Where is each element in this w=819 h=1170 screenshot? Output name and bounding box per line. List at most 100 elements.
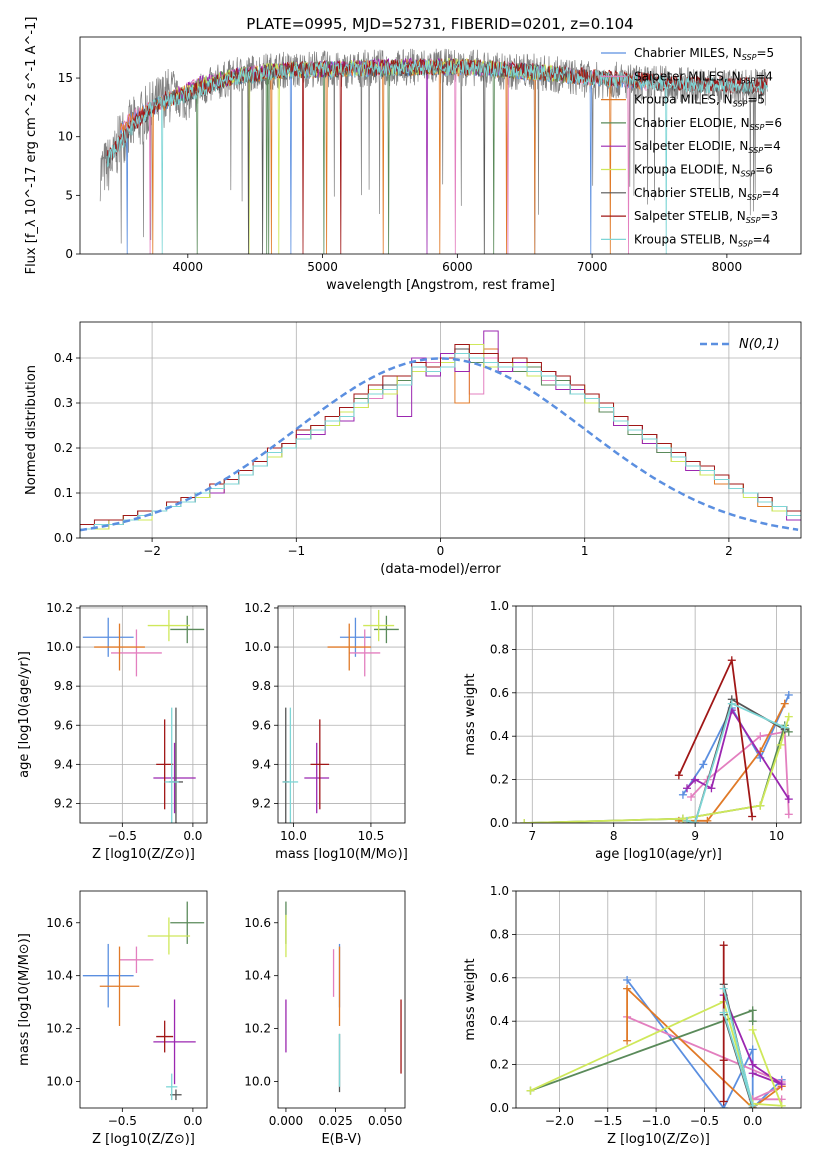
weight-marker [623,1036,632,1045]
y-tick-label: 9.4 [252,757,271,771]
legend-label: Chabrier STELIB, NSSP=4 [634,186,779,202]
y-tick-label: 0.2 [54,441,73,455]
errorbar-point [349,629,381,677]
x-tick-label: 1 [581,544,589,558]
weight-marker [727,656,736,665]
y-tick-label: 5 [65,188,73,202]
y-tick-label: 0 [65,247,73,261]
errorbar-point [156,719,174,810]
errorbar-point [170,615,205,644]
y-tick-label: 9.8 [54,679,73,693]
axes-frame [79,36,802,255]
weight-marker [784,712,793,721]
axes-frame [277,890,406,1109]
errorbar-point [304,742,330,814]
weight-marker [784,810,793,819]
weight-marker [777,1080,786,1089]
errorbar-point [94,623,145,671]
observed-spectrum [99,48,768,244]
weight-marker [784,727,793,736]
weight-line [722,994,783,1085]
y-tick-label: 10.0 [244,640,271,654]
x-axis-label: Z [log10(Z/Z⊙)] [607,1132,710,1147]
x-axis-label: age [log10(age/yr)] [595,847,722,862]
x-tick-label: 2 [725,544,733,558]
y-tick-label: 10.2 [244,1022,271,1036]
weight-marker [678,814,687,823]
plot-area [82,901,205,1101]
weight-marker [784,795,793,804]
plot-area [282,609,399,823]
weight-marker [520,819,529,823]
y-tick-label: 1.0 [490,599,509,613]
y-axis-label: mass weight [463,958,478,1040]
x-tick-label: −1.0 [642,1114,671,1128]
chart-age-vs-z: −0.5 0.0 9.2 9.4 9.6 9.8 10.0 10.2 Z [log10(Z/Z⊙… [17,601,208,862]
weight-marker [748,1006,757,1015]
errorbar-point [147,609,191,642]
y-tick-label: 9.2 [252,796,271,810]
plot-area [82,609,205,823]
errorbar-point [363,609,395,642]
errorbar-point [327,623,371,671]
chart-spectrum: 4000 5000 6000 7000 8000 0 5 10 15 wavelength [An… [24,17,802,293]
x-axis-label: E(B-V) [321,1132,361,1147]
y-tick-label: 15 [58,71,73,85]
errorbar-point [153,742,196,814]
y-tick-label: 10.2 [46,601,73,615]
y-tick-label: 9.2 [54,796,73,810]
chart-mass-vs-ebv: 0.000 0.025 0.050 10.0 10.2 10.4 10.6 E(B-V) [244,890,406,1147]
errorbar-point [111,629,162,677]
x-tick-label: 9 [691,829,699,843]
axes-frame [79,890,208,1109]
axes-frame [79,605,208,824]
errorbar-point [119,946,154,974]
axes-frame [277,605,406,824]
weight-marker [776,740,785,749]
weight-marker [699,760,708,769]
x-tick-label: 0 [437,544,445,558]
y-axis-label: Normed distribution [24,365,39,495]
x-tick-label: 10 [769,829,784,843]
legend-label: Kroupa STELIB, NSSP=4 [634,232,770,248]
weight-marker [719,1097,728,1106]
errorbar-point [82,617,134,657]
chart-weight-vs-z: −2.0 −1.5 −1.0 −0.5 0.0 0.0 0.2 0.4 0.6 0.8 1.0 Z [… [463,884,802,1147]
weight-marker [623,984,632,993]
x-tick-label: 0.000 [269,1114,303,1128]
x-tick-label: 6000 [442,260,473,274]
weight-line [690,730,790,815]
errorbar-point [374,615,399,644]
y-axis-label: mass weight [463,673,478,755]
weight-marker [678,790,687,799]
x-tick-label: 0.025 [318,1114,352,1128]
x-tick-label: 7 [528,829,536,843]
weight-marker [727,699,736,708]
weight-marker [707,784,716,793]
y-tick-label: 10.2 [46,1022,73,1036]
y-tick-label: 9.4 [54,757,73,771]
plot-area [520,656,793,823]
y-tick-label: 0.4 [54,351,73,365]
y-tick-label: 10.0 [244,1075,271,1089]
y-tick-label: 0.1 [54,486,73,500]
y-axis-label: Flux [f_λ 10^-17 erg cm^-2 s^-1 A^-1] [24,17,39,275]
y-tick-label: 9.6 [252,718,271,732]
weight-line [686,702,786,823]
chart-residuals: −2 −1 0 1 2 0.0 0.1 0.2 0.3 0.4 (data-model)/error… [24,321,802,577]
weight-marker [719,1056,728,1065]
weight-marker [703,816,712,823]
x-tick-label: 8000 [712,260,743,274]
x-tick-label: 10.0 [280,829,307,843]
weight-marker [691,775,700,784]
chart-mass-vs-z: −0.5 0.0 10.0 10.2 10.4 10.6 Z [log10(Z/Z⊙)] ma… [17,890,208,1147]
weight-marker [623,975,632,984]
axes-frame [79,321,802,539]
y-tick-label: 0.4 [490,729,509,743]
x-tick-label: 8 [610,829,618,843]
weight-marker [748,1045,757,1054]
y-tick-label: 0.4 [490,1014,509,1028]
x-tick-label: 5000 [307,260,338,274]
plot-area [285,901,402,1093]
